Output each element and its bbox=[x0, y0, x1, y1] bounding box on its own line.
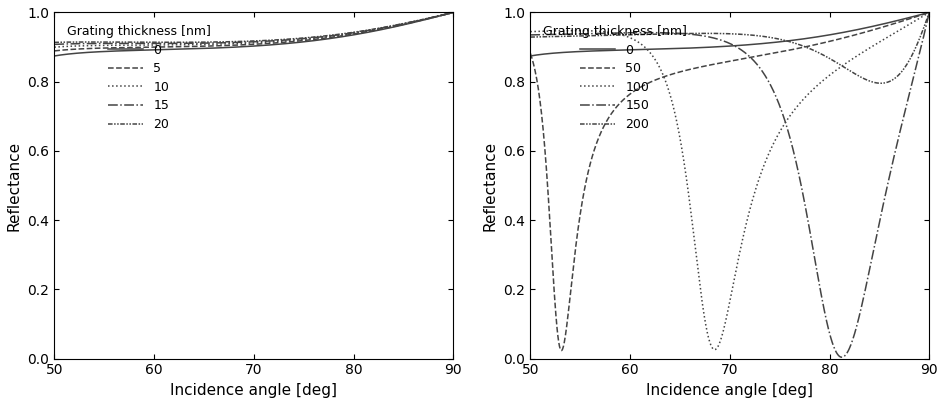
Y-axis label: Reflectance: Reflectance bbox=[7, 141, 22, 230]
X-axis label: Incidence angle [deg]: Incidence angle [deg] bbox=[170, 383, 337, 398]
Legend: 0, 5, 10, 15, 20: 0, 5, 10, 15, 20 bbox=[60, 19, 217, 137]
Y-axis label: Reflectance: Reflectance bbox=[482, 141, 497, 230]
Legend: 0, 50, 100, 150, 200: 0, 50, 100, 150, 200 bbox=[536, 19, 692, 137]
X-axis label: Incidence angle [deg]: Incidence angle [deg] bbox=[646, 383, 813, 398]
